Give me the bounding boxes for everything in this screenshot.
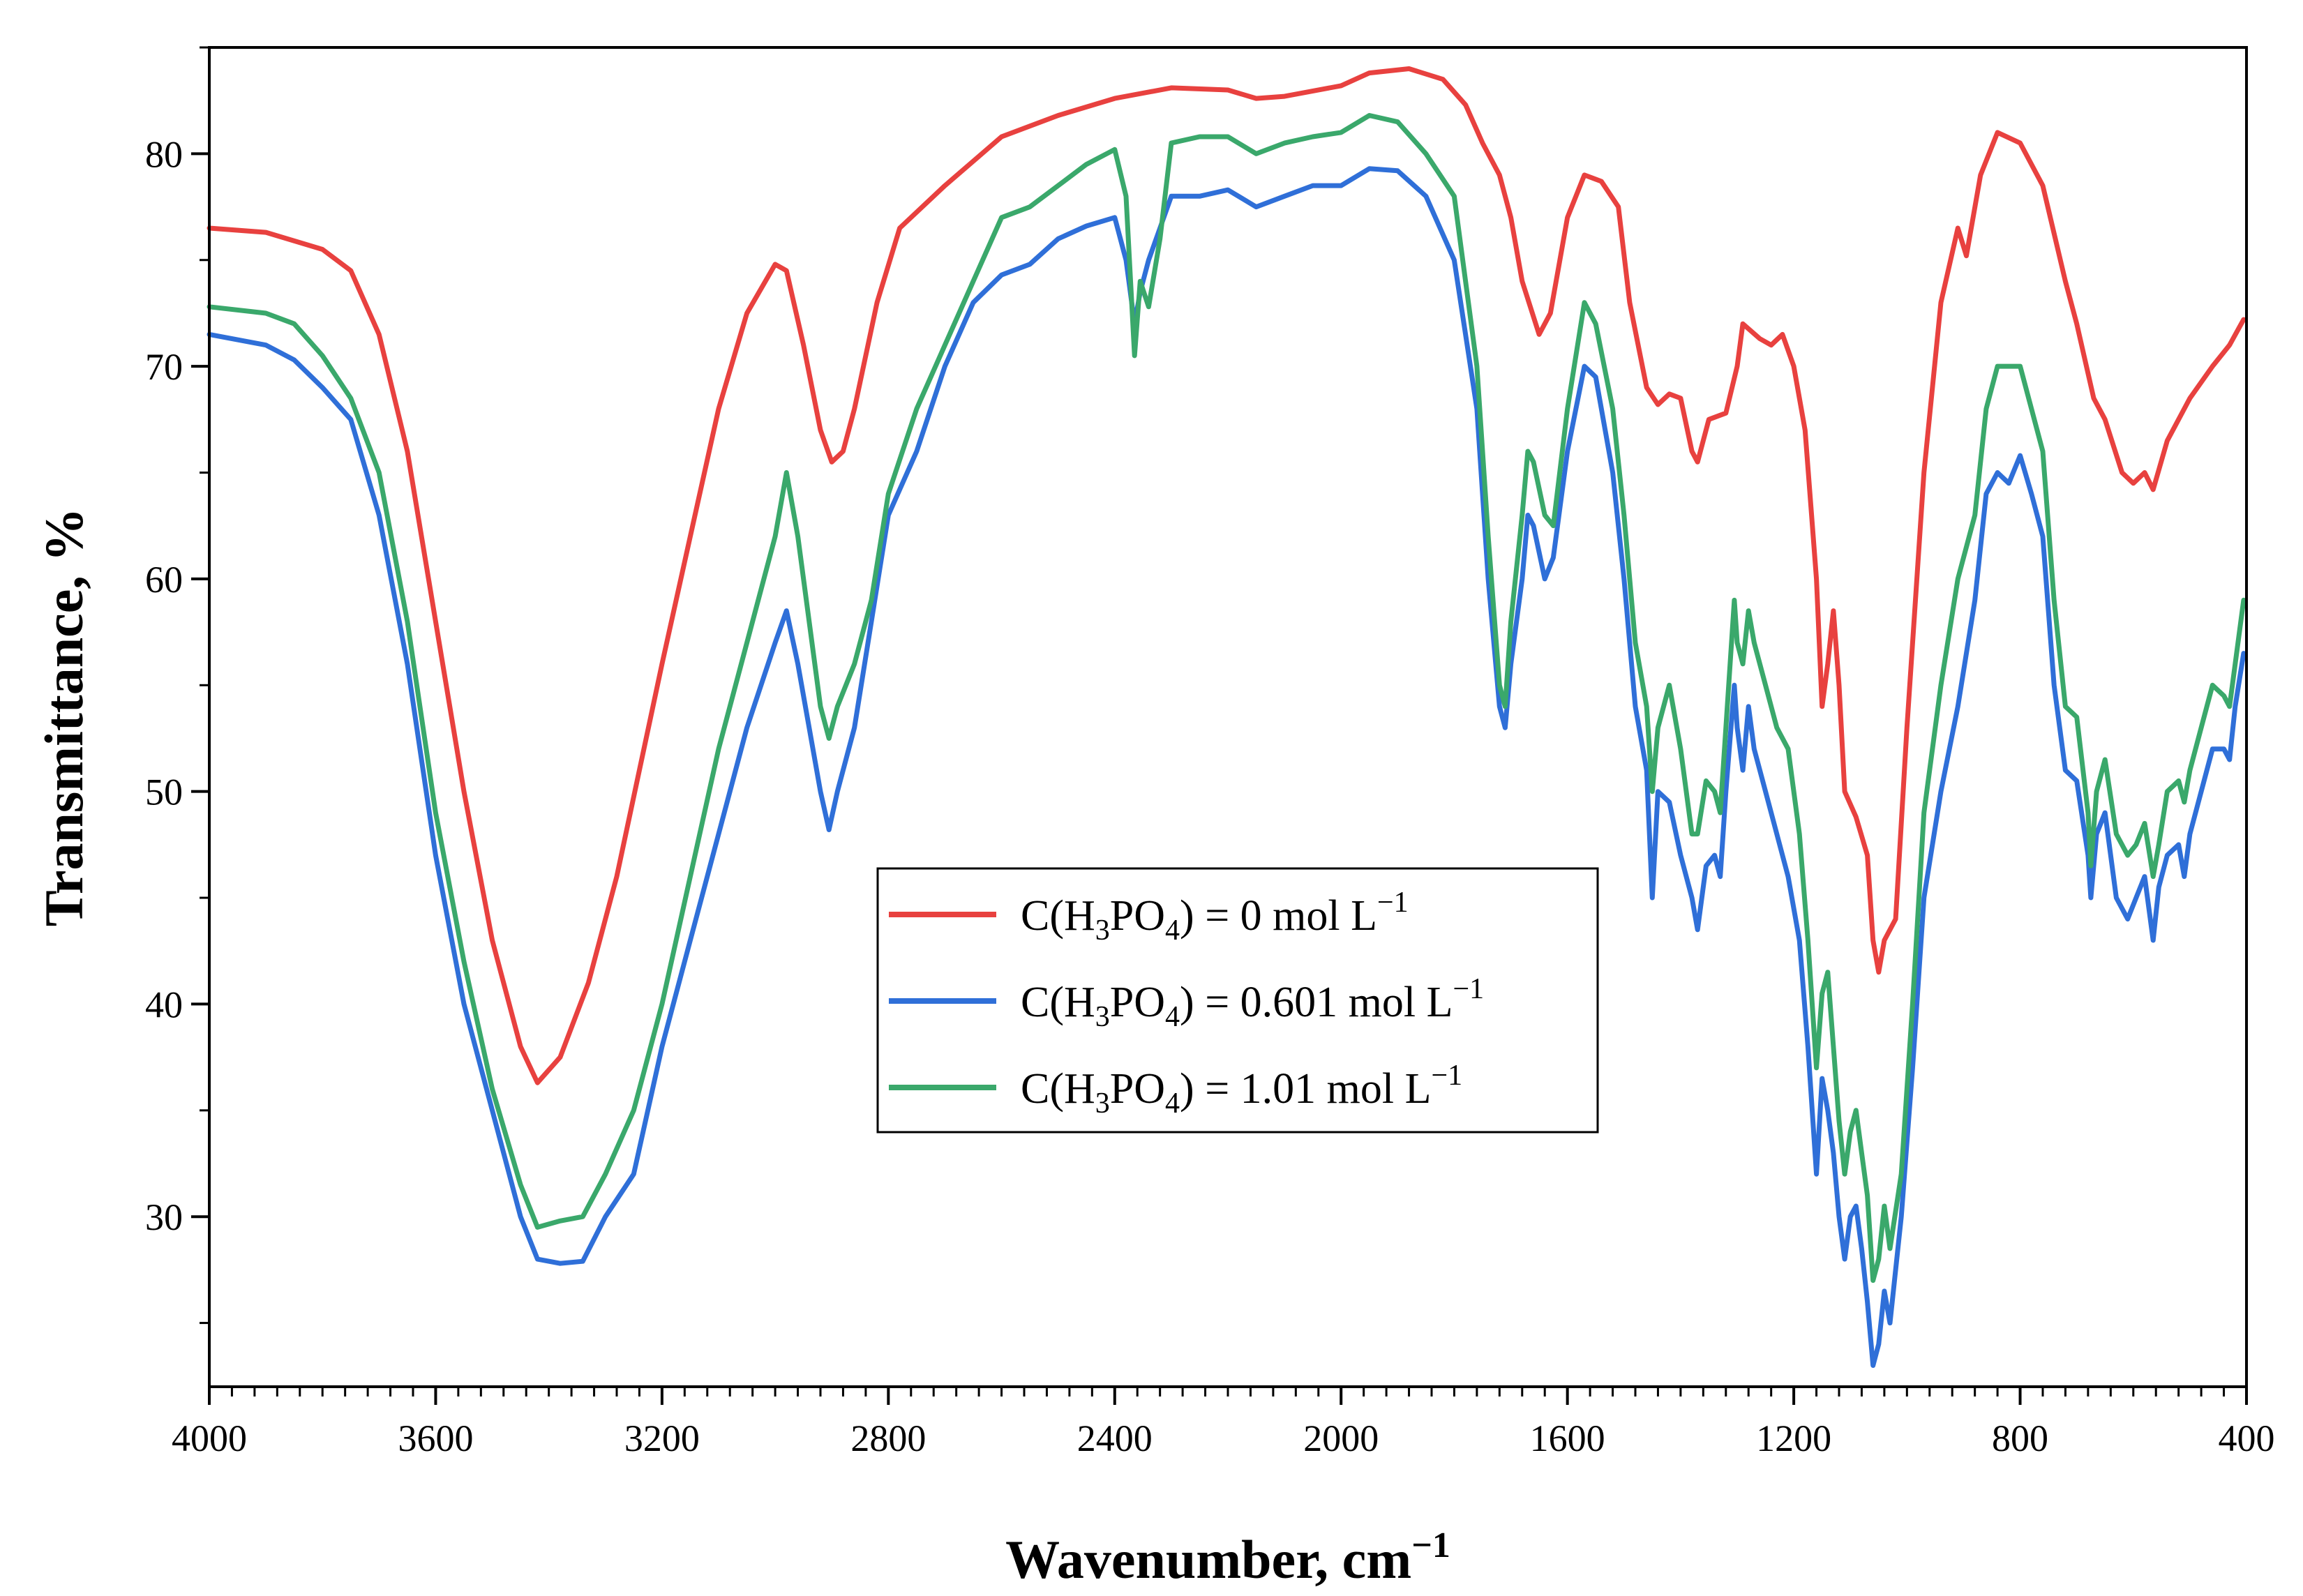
- series-line-3: [207, 113, 2246, 1283]
- legend-box: [876, 867, 1599, 1134]
- x-tick-label: 2400: [1077, 1417, 1153, 1459]
- x-tick-label: 4000: [172, 1417, 247, 1459]
- x-tick-label: 1600: [1530, 1417, 1605, 1459]
- y-tick-label: 30: [145, 1196, 183, 1238]
- legend-label-1: C(H3PO4) = 0 mol L−1: [1021, 887, 1409, 947]
- x-tick-label: 3600: [398, 1417, 473, 1459]
- y-tick-label: 80: [145, 133, 183, 175]
- y-tick-label: 70: [145, 346, 183, 388]
- x-tick-label: 400: [2219, 1417, 2275, 1459]
- y-axis-title: Transmittance, %: [33, 508, 94, 927]
- y-tick-label: 50: [145, 771, 183, 813]
- series-line-2: [207, 166, 2246, 1368]
- x-axis-title: Wavenumber, cm−1: [1005, 1526, 1450, 1590]
- x-tick-label: 2000: [1303, 1417, 1379, 1459]
- plot-area: [209, 47, 2246, 1387]
- y-tick-label: 60: [145, 559, 183, 601]
- legend-label-3: C(H3PO4) = 1.01 mol L−1: [1021, 1060, 1462, 1120]
- y-tick-label: 40: [145, 984, 183, 1025]
- x-tick-label: 2800: [850, 1417, 926, 1459]
- x-tick-label: 3200: [624, 1417, 700, 1459]
- series-layer: [207, 66, 2246, 1368]
- x-tick-label: 800: [1992, 1417, 2048, 1459]
- legend-label-2: C(H3PO4) = 0.601 mol L−1: [1021, 973, 1484, 1033]
- axes-layer: 4000 3600 3200 2800 2400 2000 1600 1200 800 400 30…: [33, 46, 2275, 1590]
- series-line-1: [207, 66, 2246, 1085]
- legend: C(H3PO4) = 0 mol L−1 C(H3PO4) = 0.601 mol…: [876, 867, 1599, 1134]
- x-tick-label: 1200: [1756, 1417, 1831, 1459]
